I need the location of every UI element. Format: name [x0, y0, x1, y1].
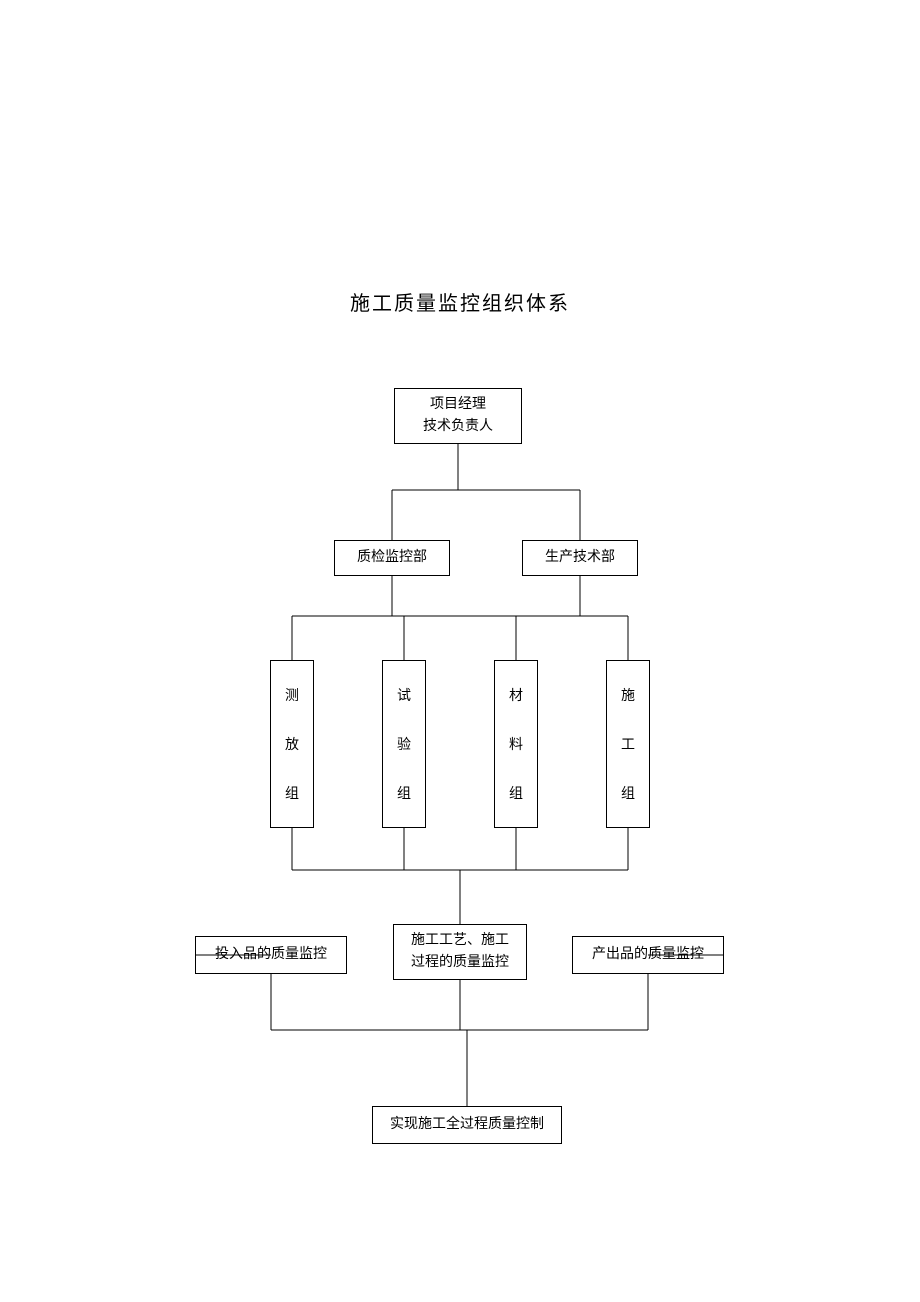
node-mon2: 施工工艺、施工 过程的质量监控 [393, 924, 527, 980]
node-final: 实现施工全过程质量控制 [372, 1106, 562, 1144]
node-group2: 试 验 组 [382, 660, 426, 828]
node-dept1: 质检监控部 [334, 540, 450, 576]
node-group1-c2: 放 [285, 734, 299, 754]
node-group3: 材 料 组 [494, 660, 538, 828]
node-group2-c3: 组 [397, 783, 411, 803]
node-group4-c3: 组 [621, 783, 635, 803]
node-group1-c1: 测 [285, 685, 299, 705]
node-group4: 施 工 组 [606, 660, 650, 828]
node-root-line2: 技术负责人 [423, 416, 493, 438]
node-dept2: 生产技术部 [522, 540, 638, 576]
node-root-line1: 项目经理 [430, 394, 486, 416]
node-group2-c1: 试 [397, 685, 411, 705]
node-group3-c2: 料 [509, 734, 523, 754]
node-group3-c1: 材 [509, 685, 523, 705]
diagram-title: 施工质量监控组织体系 [0, 287, 920, 316]
node-mon1: 投入品的质量监控 [195, 936, 347, 974]
node-group1: 测 放 组 [270, 660, 314, 828]
node-mon2-line2: 过程的质量监控 [411, 952, 509, 974]
node-group1-c3: 组 [285, 783, 299, 803]
node-root: 项目经理 技术负责人 [394, 388, 522, 444]
node-group4-c2: 工 [621, 734, 635, 754]
node-mon3: 产出品的质量监控 [572, 936, 724, 974]
node-group2-c2: 验 [397, 734, 411, 754]
node-mon2-line1: 施工工艺、施工 [411, 930, 509, 952]
node-group3-c3: 组 [509, 783, 523, 803]
node-group4-c1: 施 [621, 685, 635, 705]
